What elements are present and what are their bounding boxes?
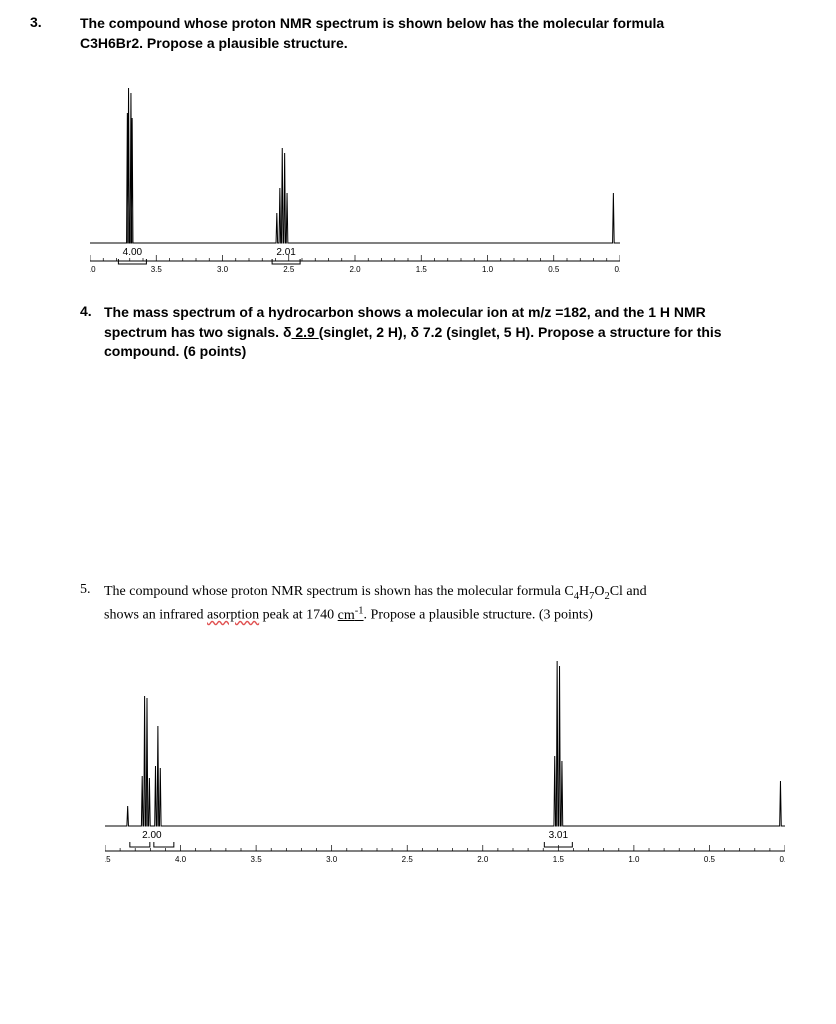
svg-text:2.01: 2.01 [276,247,296,258]
svg-text:2.0: 2.0 [477,855,489,864]
question-3: 3. The compound whose proton NMR spectru… [30,14,806,53]
q5-l1-c: H [579,584,589,599]
q4-number: 4. [80,303,104,362]
svg-text:4.00: 4.00 [123,247,143,258]
svg-text:1.0: 1.0 [628,855,640,864]
svg-text:0.5: 0.5 [548,265,560,274]
q4-line3: compound. (6 points) [104,342,722,362]
q4-l2-c: 2.9 [291,324,318,340]
svg-text:4.5: 4.5 [105,855,111,864]
q5-l1-a: The compound whose proton NMR spectrum i… [104,584,574,599]
q5-spectrum: 2.00 3.01 4.5 4.0 3.5 3.0 2.5 2.0 1.5 1.0 0.5 0.0 [105,651,806,876]
svg-text:0.0: 0.0 [614,265,620,274]
gap [30,362,806,572]
svg-text:1.5: 1.5 [416,265,428,274]
question-5-wrapper: 5. The compound whose proton NMR spectru… [80,582,806,626]
svg-text:2.5: 2.5 [283,265,295,274]
question-5: 5. The compound whose proton NMR spectru… [80,582,806,626]
q3-spectrum-svg: 4.00 2.01 4.0 3.5 3.0 2.5 2.0 1.5 1.0 0.5 0.0 [90,73,620,293]
q3-line1: The compound whose proton NMR spectrum i… [80,14,664,34]
svg-text:3.5: 3.5 [151,265,163,274]
q5-text: The compound whose proton NMR spectrum i… [104,582,647,626]
svg-text:0.5: 0.5 [704,855,716,864]
svg-text:0.0: 0.0 [779,855,785,864]
q4-text: The mass spectrum of a hydrocarbon shows… [104,303,722,362]
svg-text:4.0: 4.0 [90,265,96,274]
svg-text:4.0: 4.0 [175,855,187,864]
svg-text:2.0: 2.0 [349,265,361,274]
q3-spectrum: 4.00 2.01 4.0 3.5 3.0 2.5 2.0 1.5 1.0 0.5 0.0 [90,73,806,293]
q5-l2-b: asorption [207,608,259,623]
question-4: 4. The mass spectrum of a hydrocarbon sh… [80,303,806,362]
svg-text:3.01: 3.01 [549,830,569,841]
q4-line1: The mass spectrum of a hydrocarbon shows… [104,303,722,323]
q5-line1: The compound whose proton NMR spectrum i… [104,582,647,604]
svg-text:1.5: 1.5 [553,855,565,864]
q5-number: 5. [80,582,104,626]
svg-text:3.0: 3.0 [326,855,338,864]
q3-number: 3. [30,14,80,53]
q5-l2-cm: cm-1 [338,608,364,623]
q4-l2-a: spectrum has two signals. [104,324,283,340]
q5-line2: shows an infrared asorption peak at 1740… [104,604,647,625]
q4-l2-d: (singlet, 2 H), δ 7.2 (singlet, 5 H). Pr… [319,324,722,340]
q3-text: The compound whose proton NMR spectrum i… [80,14,664,53]
svg-text:3.5: 3.5 [251,855,263,864]
q5-l2-cm-t: cm [338,608,355,623]
q5-l2-a: shows an infrared [104,608,207,623]
q5-l1-e: O [594,584,604,599]
svg-text:2.00: 2.00 [142,830,162,841]
q3-line2: C3H6Br2. Propose a plausible structure. [80,34,664,54]
q5-l2-e: . Propose a plausible structure. (3 poin… [364,608,593,623]
svg-text:1.0: 1.0 [482,265,494,274]
svg-text:2.5: 2.5 [402,855,414,864]
q5-l2-cm-s: -1 [355,605,364,616]
q4-line2: spectrum has two signals. δ 2.9 (singlet… [104,323,722,343]
question-4-wrapper: 4. The mass spectrum of a hydrocarbon sh… [80,303,806,362]
q5-l1-g: Cl and [610,584,647,599]
q5-l2-c: peak at 1740 [259,608,338,623]
svg-text:3.0: 3.0 [217,265,229,274]
q5-spectrum-svg: 2.00 3.01 4.5 4.0 3.5 3.0 2.5 2.0 1.5 1.0 0.5 0.0 [105,651,785,876]
